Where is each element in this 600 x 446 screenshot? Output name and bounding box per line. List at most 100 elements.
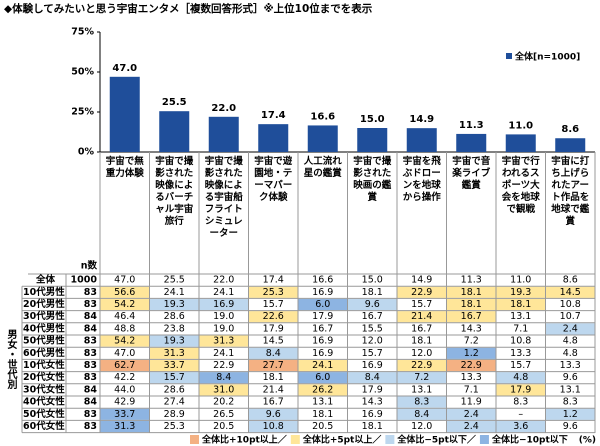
value-label: 11.3: [459, 120, 484, 131]
table-cell: 47.0: [114, 348, 135, 359]
table-cell: 16.9: [312, 336, 333, 347]
cell-highlight: [447, 347, 496, 359]
table-cell: 16.7: [312, 323, 333, 334]
cell-highlight: [496, 286, 545, 298]
table-cell: 62.7: [114, 360, 135, 371]
cell-highlight: [397, 408, 446, 420]
table-cell: 7.1: [513, 323, 528, 334]
value-label: 11.0: [508, 120, 533, 131]
cell-highlight: [348, 372, 397, 384]
category-label: 宇宙で行われるスポーツ大会を地球で観戦: [501, 156, 540, 215]
unit-label: (%): [579, 436, 596, 446]
table-cell: 8.3: [563, 397, 578, 408]
table-cell: 31.3: [164, 348, 185, 359]
row-label: 20代男性: [23, 298, 65, 310]
cell-highlight: [249, 408, 298, 420]
y-tick-label: 25%: [71, 107, 94, 118]
table-cell: 17.9: [362, 384, 383, 395]
table-cell: 8.6: [563, 275, 578, 286]
table-cell: 31.3: [213, 336, 234, 347]
cell-highlight: [447, 420, 496, 433]
table-cell: 13.1: [411, 384, 432, 395]
cell-highlight: [447, 408, 496, 420]
n-value: 83: [84, 336, 97, 347]
legend-swatch: [190, 435, 199, 444]
table-cell: 14.3: [461, 323, 482, 334]
value-label: 15.0: [360, 114, 385, 125]
table-cell: 18.1: [312, 409, 333, 420]
category-label: 宇宙に打ち上げられたアート作品を地球で鑑賞: [551, 156, 590, 227]
n-value: 83: [84, 360, 97, 371]
table-cell: 18.1: [362, 421, 383, 432]
table-cell: 16.7: [263, 397, 284, 408]
category-label: 宇宙を飛ぶドローンを地球から操作: [402, 156, 441, 203]
table-cell: 6.0: [315, 372, 330, 383]
table-cell: 13.1: [312, 397, 333, 408]
table-cell: 33.7: [114, 409, 135, 420]
cell-highlight: [298, 359, 347, 372]
table-cell: 12.0: [411, 348, 432, 359]
table-cell: 3.6: [513, 421, 528, 432]
table-cell: 11.3: [461, 275, 482, 286]
category-label: 宇宙で撮影された映画の鑑賞: [353, 156, 392, 203]
table-cell: 4.8: [513, 372, 528, 383]
table-cell: 46.4: [114, 311, 135, 322]
row-label: 50代女性: [23, 408, 65, 420]
cell-highlight: [397, 359, 446, 372]
table-cell: 7.1: [464, 384, 479, 395]
table-cell: 42.2: [114, 372, 135, 383]
table-cell: 19.3: [510, 287, 531, 298]
cell-highlight: [298, 384, 347, 396]
table-cell: 10.8: [510, 336, 531, 347]
table-cell: 9.6: [266, 409, 281, 420]
table-cell: 15.5: [362, 323, 383, 334]
cell-highlight: [397, 396, 446, 408]
value-label: 22.0: [211, 103, 236, 114]
table-cell: 19.3: [164, 299, 185, 310]
table-cell: 22.9: [461, 360, 482, 371]
n-value: 83: [84, 299, 97, 310]
table-cell: 11.0: [510, 275, 531, 286]
row-label: 40代男性: [23, 322, 65, 334]
row-label: 20代女性: [23, 371, 65, 383]
n-value: 84: [84, 323, 98, 334]
cell-highlight: [150, 347, 199, 359]
table-cell: 20.5: [312, 421, 333, 432]
cell-highlight: [249, 347, 298, 359]
legend-swatch: [385, 435, 395, 444]
table-cell: 13.3: [510, 348, 531, 359]
table-cell: 26.5: [213, 409, 234, 420]
cell-highlight: [546, 286, 595, 298]
table-cell: 15.0: [362, 275, 383, 286]
value-label: 14.9: [409, 114, 434, 125]
table-cell: 15.7: [510, 360, 531, 371]
cell-highlight: [150, 359, 199, 372]
row-label: 30代男性: [23, 310, 65, 322]
cell-highlight: [496, 384, 545, 396]
n-value: 83: [84, 287, 97, 298]
y-tick-label: 50%: [71, 67, 94, 78]
table-cell: 33.7: [164, 360, 185, 371]
row-label: 60代男性: [23, 347, 65, 359]
category-label: 宇宙で遊園地・テーマパーク体験: [254, 156, 293, 203]
table-cell: 17.9: [510, 384, 531, 395]
table-cell: 9.6: [563, 421, 578, 432]
table-cell: 16.9: [312, 287, 333, 298]
table-cell: 21.4: [263, 384, 284, 395]
row-label: 60代女性: [23, 420, 65, 432]
cell-highlight: [150, 372, 199, 384]
table-cell: 13.1: [560, 384, 581, 395]
row-label: 10代女性: [23, 359, 65, 371]
table-cell: 15.7: [164, 372, 185, 383]
table-cell: 24.1: [164, 287, 185, 298]
table-cell: 15.7: [263, 299, 284, 310]
cell-highlight: [546, 408, 595, 420]
bar: [406, 128, 437, 152]
table-cell: 31.3: [114, 421, 135, 432]
table-cell: 1.2: [563, 409, 578, 420]
table-cell: 1.2: [464, 348, 479, 359]
table-cell: 17.9: [312, 311, 333, 322]
cell-highlight: [199, 298, 248, 311]
bar: [208, 116, 239, 152]
